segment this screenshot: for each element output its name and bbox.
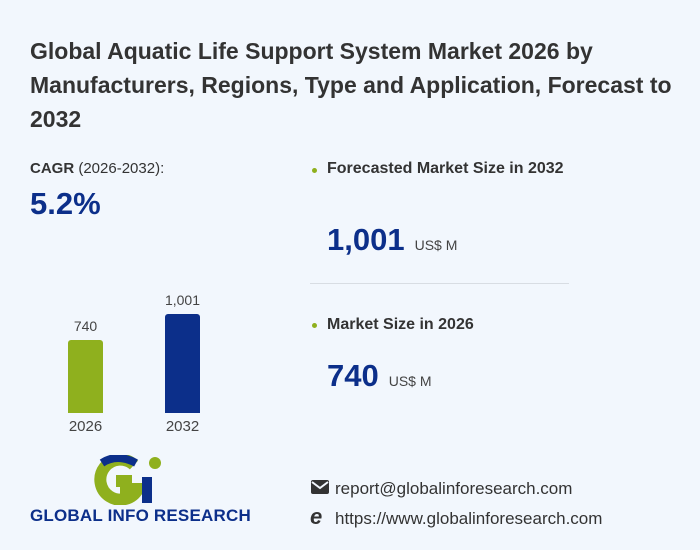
logo <box>92 453 172 506</box>
bullet-icon <box>312 323 317 328</box>
current-size-unit: US$ M <box>388 373 432 389</box>
page-title: Global Aquatic Life Support System Marke… <box>30 38 672 132</box>
bar-chart: 740 2026 1,001 2032 <box>0 0 300 450</box>
current-size-value: 740 <box>327 358 379 393</box>
cagr-label: CAGR (2026-2032): <box>30 160 164 177</box>
bar-category-label: 2032 <box>165 418 200 435</box>
current-size: 740 US$ M <box>327 358 432 394</box>
cagr-value: 5.2% <box>30 186 101 221</box>
email-link[interactable]: report@globalinforesearch.com <box>335 479 573 498</box>
logo-text: GLOBAL INFO RESEARCH <box>30 506 251 525</box>
bar-category-label: 2026 <box>68 418 103 435</box>
cagr-label-bold: CAGR <box>30 160 75 177</box>
envelope-icon <box>311 480 329 494</box>
bar-2026 <box>68 339 103 413</box>
gi-logo-icon <box>94 453 161 506</box>
divider <box>310 283 569 284</box>
current-size-label: Market Size in 2026 <box>327 316 474 333</box>
forecast-size-unit: US$ M <box>414 237 458 253</box>
forecast-size-value: 1,001 <box>327 222 405 257</box>
cagr-period: (2026-2032): <box>78 160 165 177</box>
bar-2032 <box>165 314 200 413</box>
internet-explorer-icon: e <box>310 504 323 529</box>
forecast-size: 1,001 US$ M <box>327 222 457 258</box>
bullet-icon <box>312 168 317 173</box>
bar-value-label: 1,001 <box>164 292 201 308</box>
forecast-size-label: Forecasted Market Size in 2032 <box>327 160 564 177</box>
website-link[interactable]: https://www.globalinforesearch.com <box>335 509 603 528</box>
bar-value-label: 740 <box>73 317 98 334</box>
